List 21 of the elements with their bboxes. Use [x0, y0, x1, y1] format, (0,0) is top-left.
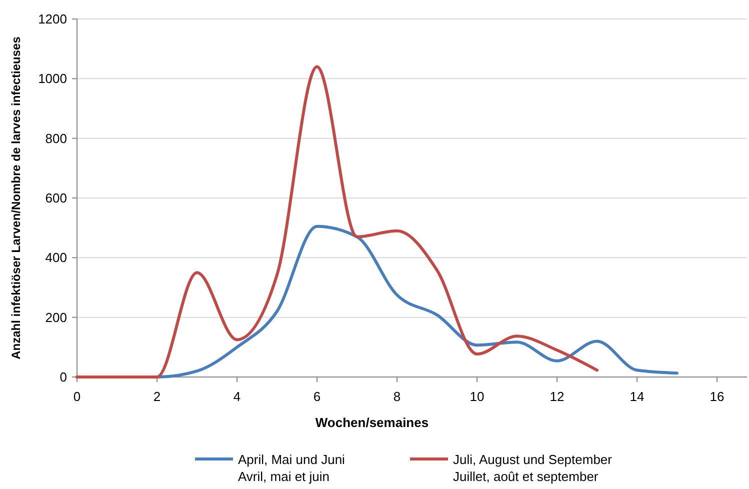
x-tick-label: 2: [153, 389, 161, 404]
x-axis-title: Wochen/semaines: [315, 415, 429, 430]
y-tick-label: 600: [45, 190, 67, 206]
x-tick-label: 10: [470, 389, 484, 404]
x-tick-label: 4: [233, 389, 241, 404]
x-tick-label: 0: [73, 389, 81, 404]
y-axis-title: Anzahl infektiöser Larven/Nombre de larves infectieuses: [9, 36, 23, 360]
x-tick-label: 12: [550, 389, 564, 404]
x-tick-label: 6: [313, 389, 321, 404]
y-tick-label: 1000: [38, 71, 67, 86]
x-tick-label: 8: [393, 389, 401, 404]
y-tick-label: 1200: [38, 12, 67, 26]
y-tick-label: 400: [45, 250, 67, 266]
y-tick-label: 0: [60, 370, 67, 384]
y-tick-label: 200: [45, 310, 67, 325]
x-tick-label: 14: [630, 389, 644, 404]
legend-label: April, Mai und Juni Avril, mai et juin: [238, 452, 346, 484]
x-tick-label: 16: [710, 389, 724, 404]
legend-label: Juli, August und September Juillet, août et september: [453, 452, 613, 484]
line-series: [76, 65, 598, 378]
y-tick-label: 800: [45, 130, 67, 146]
